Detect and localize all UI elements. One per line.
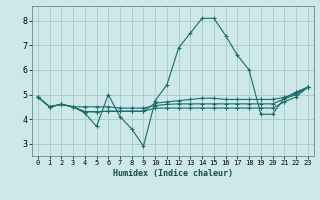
X-axis label: Humidex (Indice chaleur): Humidex (Indice chaleur) — [113, 169, 233, 178]
